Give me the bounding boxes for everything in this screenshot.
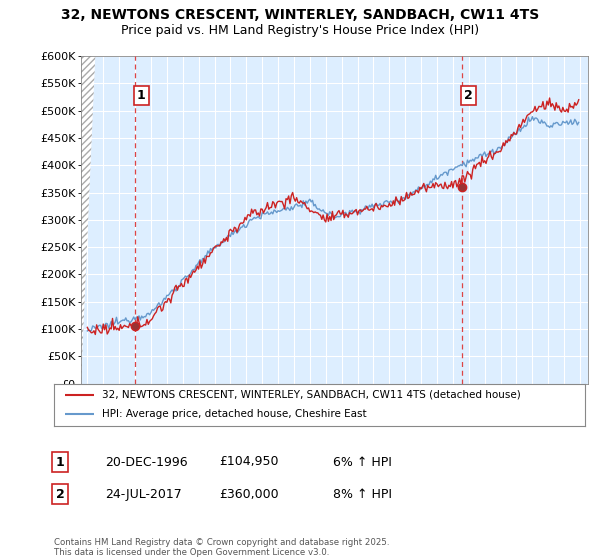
- Text: 20-DEC-1996: 20-DEC-1996: [105, 455, 188, 469]
- Text: 1: 1: [137, 89, 146, 102]
- Text: Contains HM Land Registry data © Crown copyright and database right 2025.
This d: Contains HM Land Registry data © Crown c…: [54, 538, 389, 557]
- Text: £104,950: £104,950: [219, 455, 278, 469]
- Text: £360,000: £360,000: [219, 488, 278, 501]
- Polygon shape: [81, 56, 95, 384]
- Text: 6% ↑ HPI: 6% ↑ HPI: [333, 455, 392, 469]
- Text: 8% ↑ HPI: 8% ↑ HPI: [333, 488, 392, 501]
- Text: 2: 2: [464, 89, 473, 102]
- Text: HPI: Average price, detached house, Cheshire East: HPI: Average price, detached house, Ches…: [102, 409, 367, 419]
- Text: 2: 2: [56, 488, 64, 501]
- Text: 32, NEWTONS CRESCENT, WINTERLEY, SANDBACH, CW11 4TS (detached house): 32, NEWTONS CRESCENT, WINTERLEY, SANDBAC…: [102, 390, 521, 400]
- Text: 1: 1: [56, 455, 64, 469]
- Text: Price paid vs. HM Land Registry's House Price Index (HPI): Price paid vs. HM Land Registry's House …: [121, 24, 479, 36]
- Text: 32, NEWTONS CRESCENT, WINTERLEY, SANDBACH, CW11 4TS: 32, NEWTONS CRESCENT, WINTERLEY, SANDBAC…: [61, 8, 539, 22]
- Text: 24-JUL-2017: 24-JUL-2017: [105, 488, 182, 501]
